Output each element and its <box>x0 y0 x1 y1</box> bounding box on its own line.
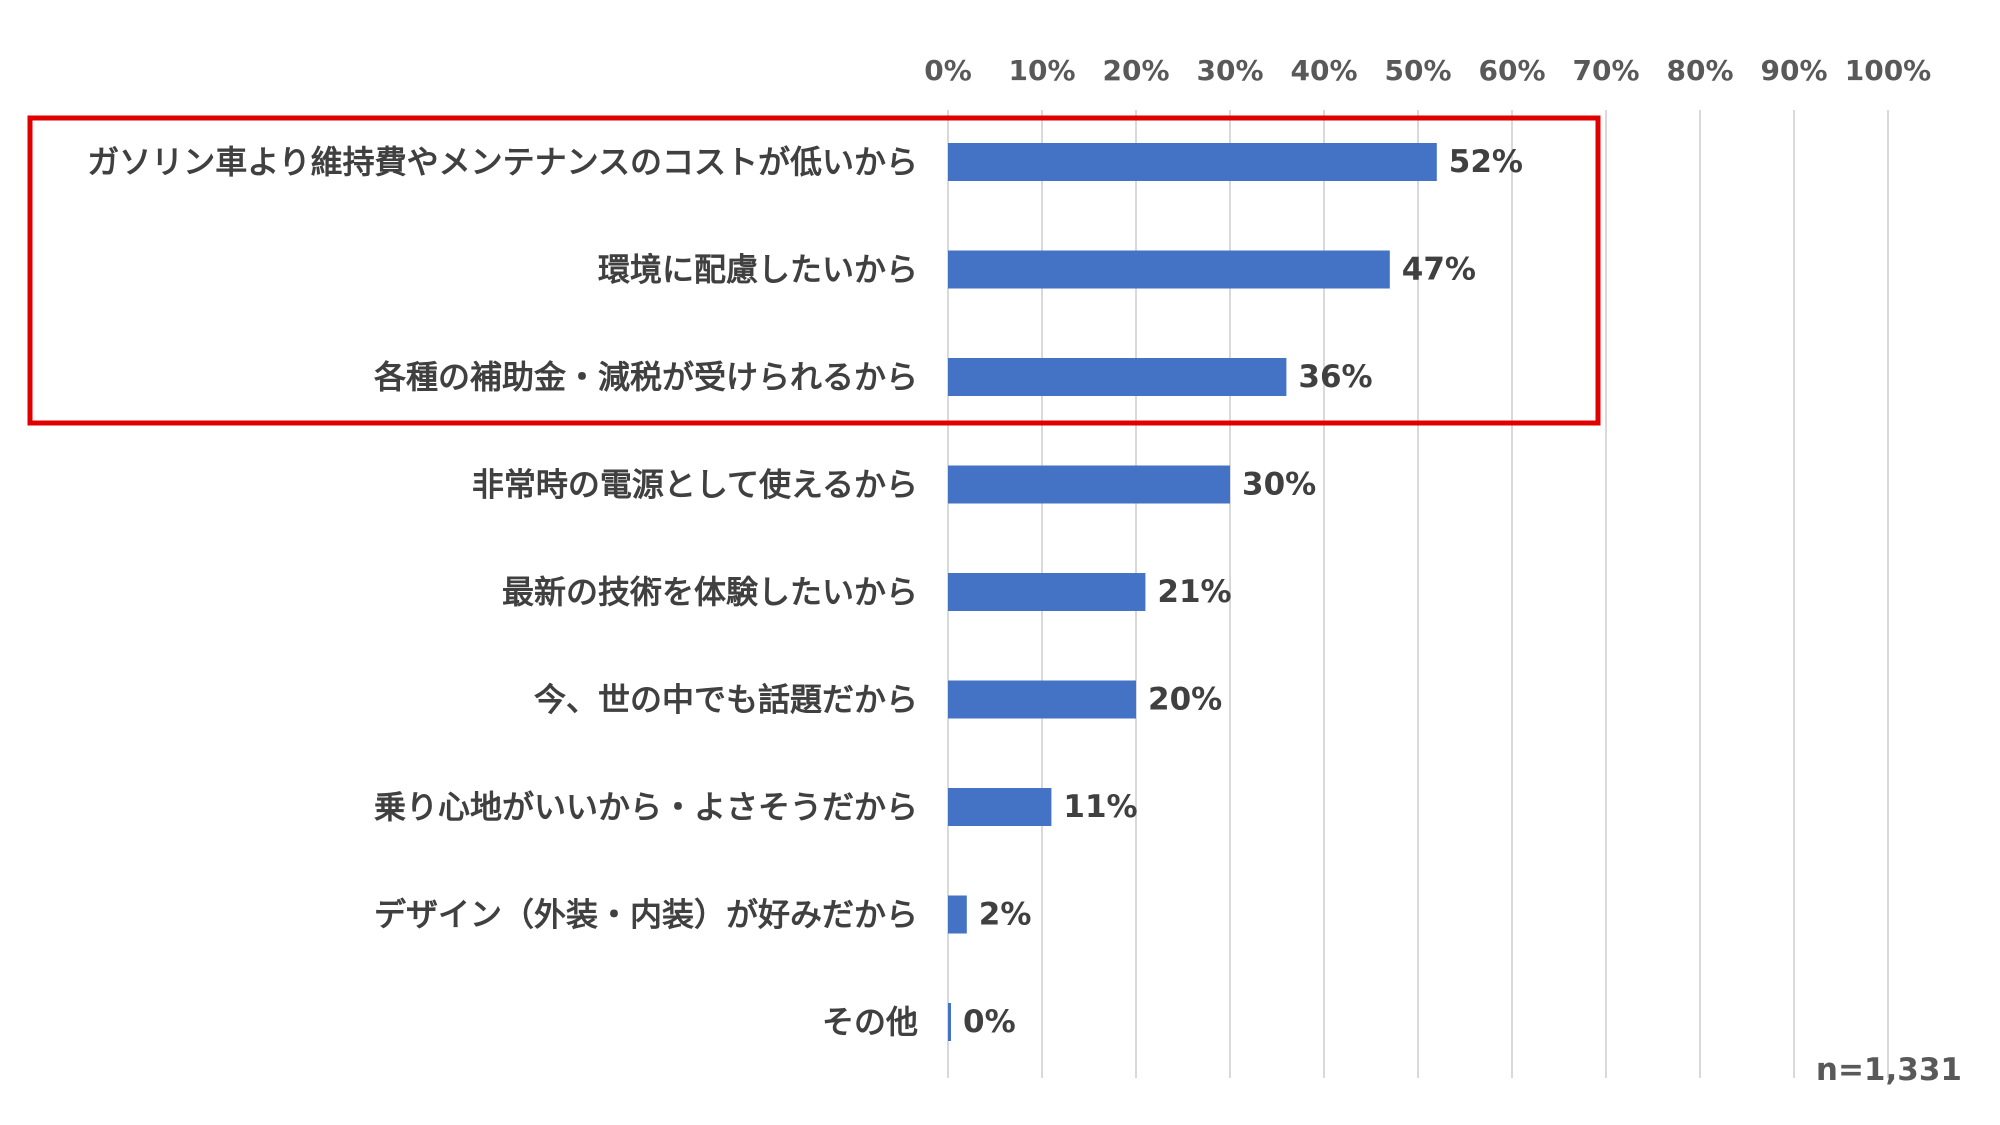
category-label: 非常時の電源として使えるから <box>472 466 918 504</box>
value-label: 47% <box>1402 252 1476 288</box>
x-tick-label: 30% <box>1196 54 1263 87</box>
x-tick-label: 100% <box>1845 54 1932 87</box>
bar <box>948 788 1052 826</box>
value-label: 2% <box>979 897 1032 933</box>
value-labels: 52% 47% 36% 30% 21% 20% 11% 2% 0% <box>963 144 1523 1040</box>
category-label: 環境に配慮したいから <box>598 251 918 289</box>
bar <box>948 573 1146 611</box>
bar <box>948 143 1437 181</box>
value-label: 20% <box>1148 682 1222 718</box>
category-label: デザイン（外装・内装）が好みだから <box>374 896 918 934</box>
category-label: 各種の補助金・減税が受けられるから <box>374 358 918 396</box>
category-label: 今、世の中でも話題だから <box>534 681 918 719</box>
highlight-box-group <box>27 115 1601 426</box>
bar <box>948 250 1390 289</box>
highlight-box <box>27 115 1601 426</box>
x-tick-label: 70% <box>1572 54 1639 87</box>
category-label: ガソリン車より維持費やメンテナンスのコストが低いから <box>87 143 918 181</box>
bar <box>948 895 967 934</box>
bar <box>948 358 1287 396</box>
category-label: 乗り心地がいいから・よさそうだから <box>374 788 918 826</box>
x-tick-label: 80% <box>1666 54 1733 87</box>
category-label: 最新の技術を体験したいから <box>502 573 918 611</box>
x-tick-label: 40% <box>1290 54 1357 87</box>
value-label: 52% <box>1449 144 1523 180</box>
x-tick-label: 10% <box>1008 54 1075 87</box>
bar <box>948 680 1136 719</box>
x-tick-label: 50% <box>1384 54 1451 87</box>
value-label: 30% <box>1242 467 1316 503</box>
x-axis-ticks: 0% 10% 20% 30% 40% 50% 60% 70% 80% 90% 100% <box>924 54 1931 87</box>
bars <box>948 143 1437 1041</box>
x-tick-label: 0% <box>924 54 972 87</box>
category-labels: ガソリン車より維持費やメンテナンスのコストが低いから環境に配慮したいから各種の補… <box>87 143 918 1041</box>
category-label: その他 <box>822 1003 918 1041</box>
x-tick-label: 20% <box>1102 54 1169 87</box>
value-label: 36% <box>1298 359 1372 395</box>
value-label: 11% <box>1063 789 1137 825</box>
value-label: 21% <box>1157 574 1231 610</box>
value-label: 0% <box>963 1004 1016 1040</box>
bar <box>948 1003 951 1041</box>
sample-size-note: n=1,331 <box>1816 1052 1962 1088</box>
x-tick-label: 90% <box>1760 54 1827 87</box>
bar <box>948 465 1230 504</box>
x-tick-label: 60% <box>1478 54 1545 87</box>
